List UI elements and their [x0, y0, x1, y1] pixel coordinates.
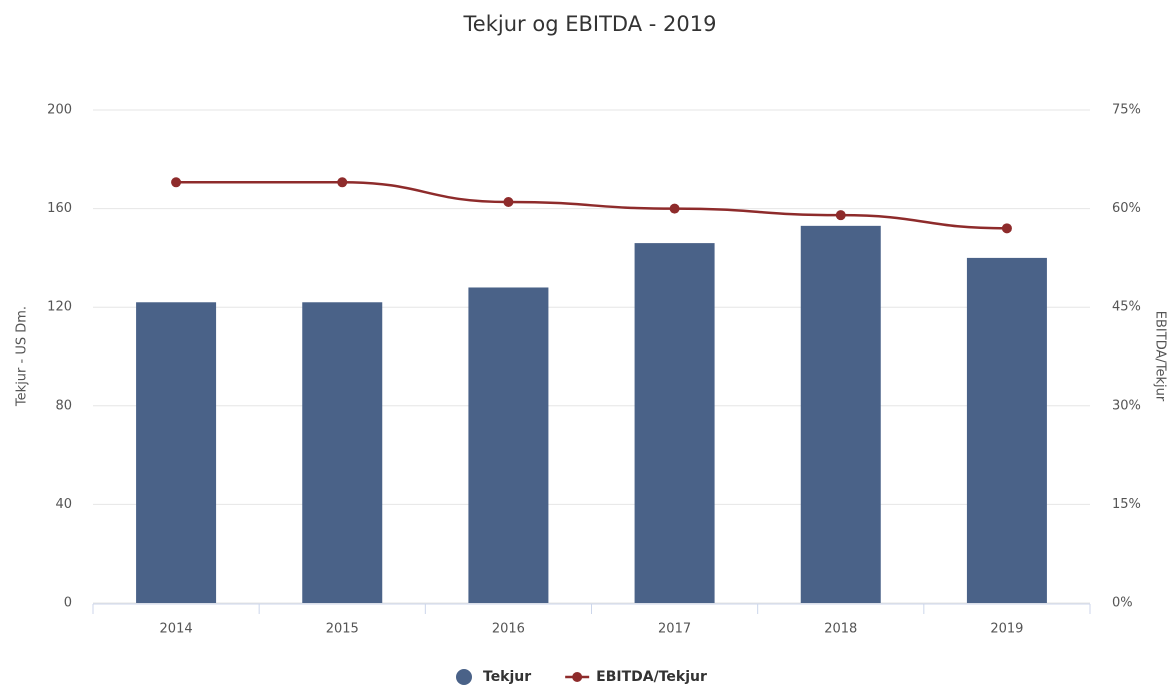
y-tick-label: 120 [47, 300, 72, 315]
x-tick-label: 2018 [824, 622, 857, 637]
line-point [503, 197, 514, 208]
x-tick-label: 2017 [658, 622, 691, 637]
y2-axis-label: EBITDA/Tekjur [1153, 311, 1168, 402]
legend-label: EBITDA/Tekjur [596, 669, 707, 685]
chart-title: Tekjur og EBITDA - 2019 [463, 12, 717, 36]
x-tick-label: 2015 [326, 622, 359, 637]
bar [468, 287, 549, 603]
line-point [171, 177, 182, 188]
y-tick-label: 80 [55, 398, 72, 413]
bar [302, 302, 383, 603]
line-point [669, 203, 680, 214]
legend-symbol [572, 672, 583, 682]
line-point [1001, 223, 1012, 234]
x-tick-label: 2019 [990, 622, 1023, 637]
x-tick-label: 2014 [160, 622, 193, 637]
line-point [337, 177, 348, 188]
y-tick-label: 0 [64, 596, 72, 611]
bar [634, 243, 715, 604]
y2-tick-label: 0% [1112, 596, 1133, 611]
bar [966, 257, 1047, 603]
line-point [835, 210, 846, 221]
y-tick-label: 40 [55, 497, 72, 512]
legend-label: Tekjur [483, 669, 531, 685]
y2-tick-label: 30% [1112, 398, 1141, 413]
y2-tick-label: 75% [1112, 103, 1141, 118]
bar [136, 302, 217, 603]
legend-symbol [456, 669, 472, 685]
y2-tick-label: 60% [1112, 201, 1141, 216]
line [176, 181, 1007, 230]
x-tick-label: 2016 [492, 622, 525, 637]
y-tick-label: 200 [47, 103, 72, 118]
y2-tick-label: 45% [1112, 300, 1141, 315]
y-axis-label: Tekjur - US Dm. [15, 306, 30, 407]
y2-tick-label: 15% [1112, 497, 1141, 512]
y-tick-label: 160 [47, 201, 72, 216]
bar [800, 225, 881, 604]
